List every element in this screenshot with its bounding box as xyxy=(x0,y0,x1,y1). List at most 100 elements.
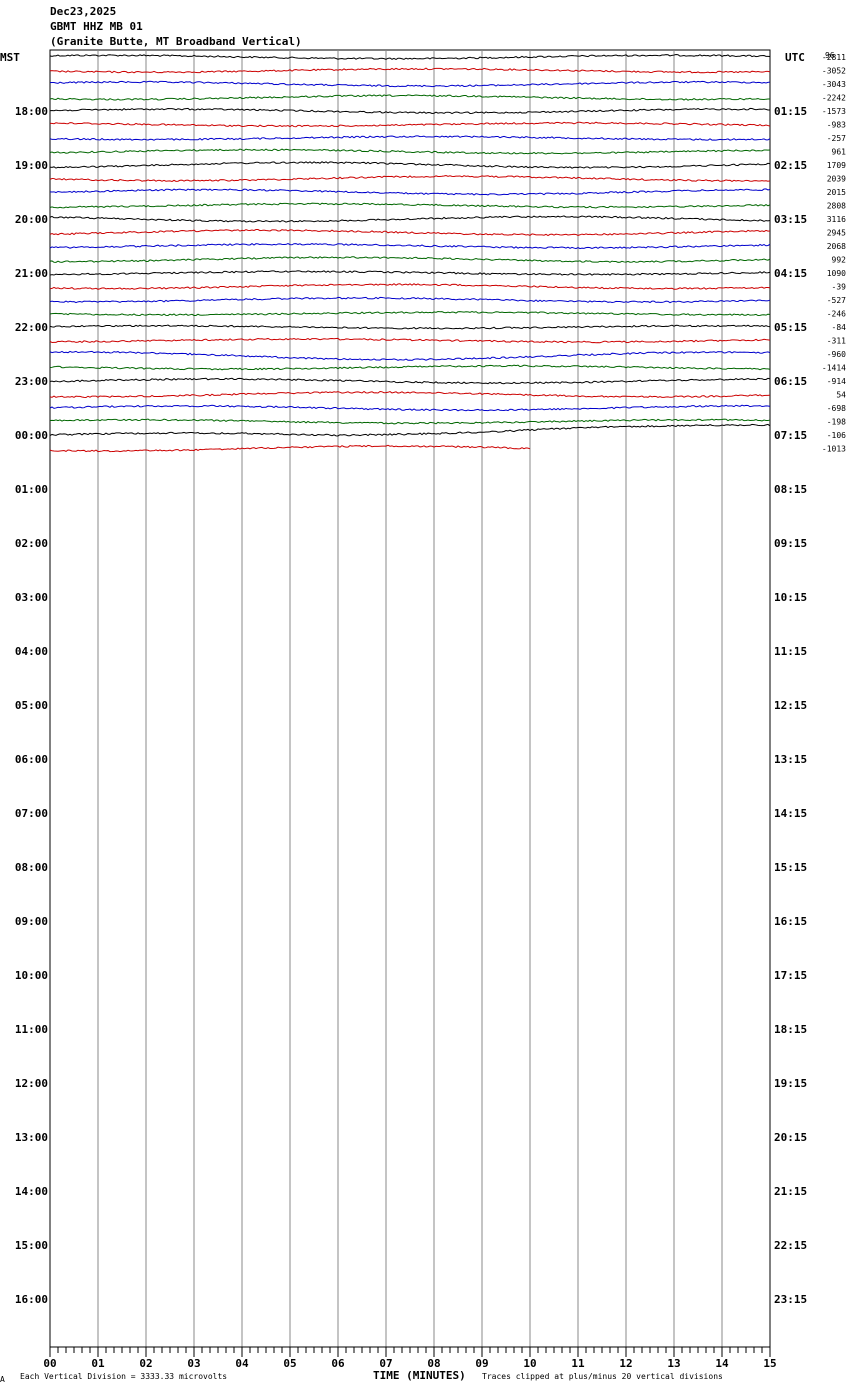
trace-offset-label: 54 xyxy=(836,391,846,400)
trace-line xyxy=(49,215,771,223)
x-tick-label: 05 xyxy=(283,1357,296,1370)
x-axis-title: TIME (MINUTES) xyxy=(373,1369,466,1382)
x-tick-label: 04 xyxy=(235,1357,249,1370)
trace-line xyxy=(49,148,771,155)
trace-line xyxy=(49,377,771,385)
trace-line xyxy=(49,390,771,399)
trace-offset-label: -698 xyxy=(827,404,846,413)
trace-line xyxy=(49,202,771,209)
trace-line xyxy=(49,242,771,250)
x-tick-label: 15 xyxy=(763,1357,776,1370)
trace-line xyxy=(49,337,771,344)
left-hour-label: 04:00 xyxy=(15,645,48,658)
left-hour-label: 01:00 xyxy=(15,483,48,496)
right-hour-label: 14:15 xyxy=(774,807,807,820)
trace-line xyxy=(49,270,771,276)
left-hour-label: 16:00 xyxy=(15,1293,48,1306)
right-hour-label: 20:15 xyxy=(774,1131,807,1144)
trace-line xyxy=(49,67,771,74)
trace-offset-label: -3052 xyxy=(822,67,846,76)
left-hour-label: 12:00 xyxy=(15,1077,48,1090)
left-hour-label: 03:00 xyxy=(15,591,48,604)
left-hour-label: 09:00 xyxy=(15,915,48,928)
trace-line xyxy=(49,350,771,361)
left-hour-label: 18:00 xyxy=(15,105,48,118)
trace-offset-label: -246 xyxy=(827,310,846,319)
left-hour-label: 23:00 xyxy=(15,375,48,388)
right-hour-label: 08:15 xyxy=(774,483,807,496)
left-hour-label: 00:00 xyxy=(15,429,48,442)
trace-offset-label: -198 xyxy=(827,418,846,427)
left-hour-label: 13:00 xyxy=(15,1131,48,1144)
trace-offset-label: 2808 xyxy=(827,202,846,211)
trace-line xyxy=(49,423,771,437)
trace-offset-label: -2811 xyxy=(822,53,846,62)
trace-line xyxy=(49,80,771,88)
trace-offset-label: -1573 xyxy=(822,107,846,116)
top-right-note: 96 xyxy=(825,51,835,60)
x-tick-label: 01 xyxy=(91,1357,105,1370)
right-hour-label: 05:15 xyxy=(774,321,807,334)
trace-line xyxy=(49,161,771,169)
x-tick-label: 13 xyxy=(667,1357,680,1370)
x-tick-label: 03 xyxy=(187,1357,200,1370)
trace-offset-label: -106 xyxy=(827,431,846,440)
date-label: Dec23,2025 xyxy=(50,5,116,18)
x-axis: 00 01 02 03 04 05 06 07 08 09 10 11 12 13 14 15 xyxy=(43,1346,777,1370)
left-hour-label: 19:00 xyxy=(15,159,48,172)
trace-offset-label: -914 xyxy=(827,377,846,386)
right-hour-label: 13:15 xyxy=(774,753,807,766)
right-timezone-label: UTC xyxy=(785,51,805,64)
trace-offset-label: -3043 xyxy=(822,80,846,89)
trace-offset-label: -2242 xyxy=(822,94,846,103)
x-tick-label: 08 xyxy=(427,1357,440,1370)
trace-offset-label: 2015 xyxy=(827,188,846,197)
left-hour-label: 10:00 xyxy=(15,969,48,982)
right-hour-label: 15:15 xyxy=(774,861,807,874)
seismic-traces xyxy=(49,54,771,453)
footnote-left: Each Vertical Division = 3333.33 microvo… xyxy=(20,1372,227,1381)
right-hour-label: 17:15 xyxy=(774,969,807,982)
trace-offset-label: 992 xyxy=(832,256,847,265)
x-tick-label: 11 xyxy=(571,1357,585,1370)
footnote-mark: A xyxy=(0,1375,5,1384)
right-hour-label: 21:15 xyxy=(774,1185,807,1198)
trace-line xyxy=(49,418,771,425)
trace-offset-label: -311 xyxy=(827,337,846,346)
right-hour-label: 04:15 xyxy=(774,267,807,280)
x-tick-label: 14 xyxy=(715,1357,729,1370)
right-hour-label: 12:15 xyxy=(774,699,807,712)
trace-offset-label: 3116 xyxy=(827,215,846,224)
left-hour-label: 06:00 xyxy=(15,753,48,766)
trace-line xyxy=(49,444,531,453)
trace-line xyxy=(49,283,771,290)
left-hour-label: 07:00 xyxy=(15,807,48,820)
trace-line xyxy=(49,310,771,317)
trace-line xyxy=(49,175,771,183)
trace-line xyxy=(49,404,771,412)
x-tick-label: 10 xyxy=(523,1357,536,1370)
x-tick-label: 02 xyxy=(139,1357,152,1370)
left-hour-label: 22:00 xyxy=(15,321,48,334)
right-hour-label: 19:15 xyxy=(774,1077,807,1090)
trace-offset-label: 1709 xyxy=(827,161,846,170)
x-tick-label: 09 xyxy=(475,1357,488,1370)
left-hour-labels: 18:00 19:00 20:00 21:00 22:00 23:00 00:00 01:00… xyxy=(15,105,48,1306)
right-hour-label: 23:15 xyxy=(774,1293,807,1306)
right-hour-label: 11:15 xyxy=(774,645,807,658)
x-tick-label: 06 xyxy=(331,1357,345,1370)
right-hour-label: 02:15 xyxy=(774,159,807,172)
right-hour-label: 03:15 xyxy=(774,213,807,226)
trace-offset-label: -960 xyxy=(827,350,846,359)
left-hour-label: 21:00 xyxy=(15,267,48,280)
right-hour-label: 01:15 xyxy=(774,105,807,118)
left-timezone-label: MST xyxy=(0,51,20,64)
chart-header: Dec23,2025 GBMT HHZ MB 01 (Granite Butte… xyxy=(50,5,302,48)
left-hour-label: 14:00 xyxy=(15,1185,48,1198)
trace-line xyxy=(49,107,771,115)
trace-offset-label: 2945 xyxy=(827,229,846,238)
right-hour-label: 09:15 xyxy=(774,537,807,550)
trace-offset-label: -983 xyxy=(827,121,846,130)
trace-offset-label: -1414 xyxy=(822,364,846,373)
right-hour-label: 22:15 xyxy=(774,1239,807,1252)
